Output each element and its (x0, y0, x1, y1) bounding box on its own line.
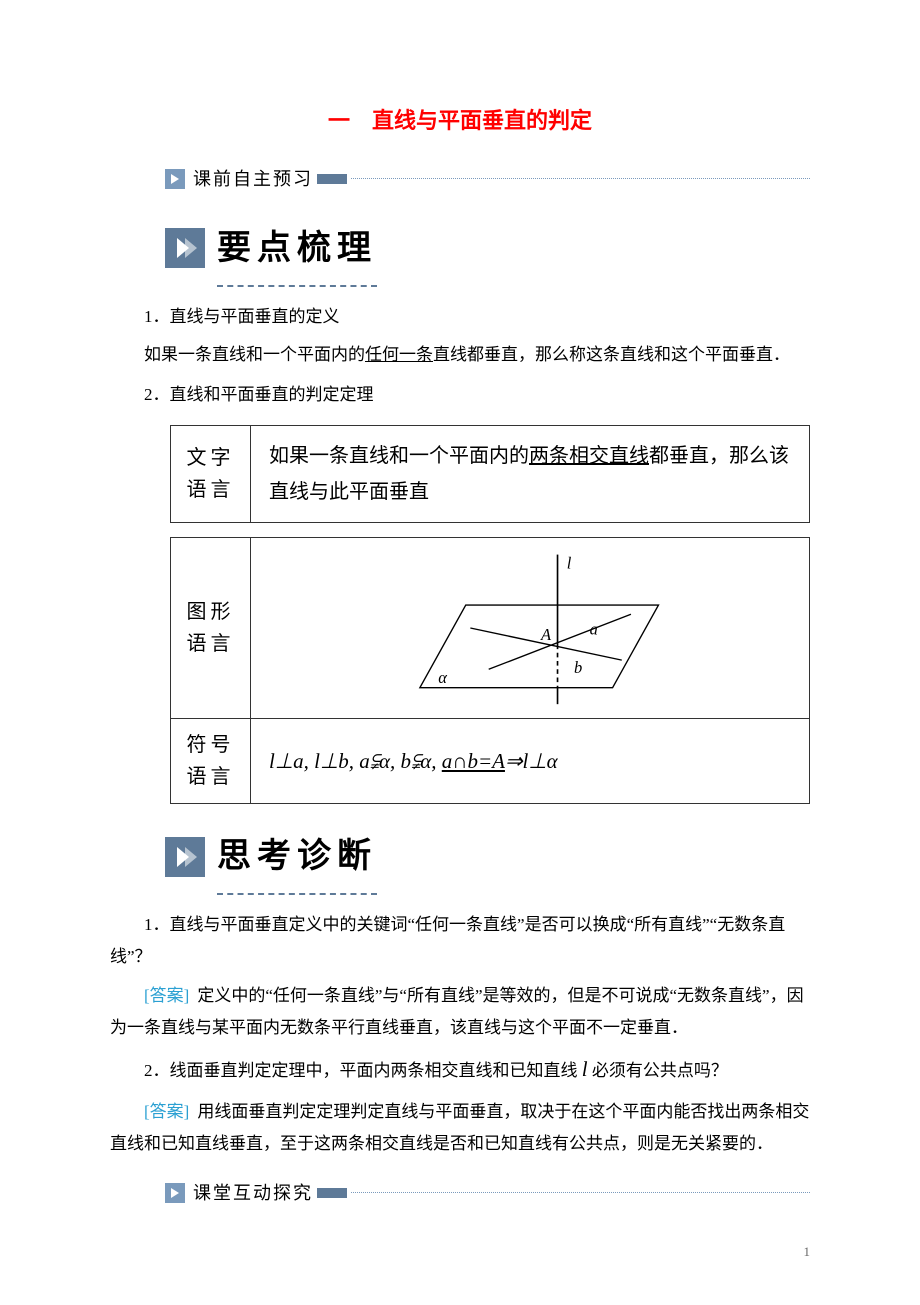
svg-text:α: α (438, 669, 447, 688)
answer-label: [答案] (144, 1102, 189, 1121)
page-title: 一 直线与平面垂直的判定 (110, 100, 810, 142)
arrow-icon (165, 169, 185, 189)
table-row: 符号 语言 l⊥a, l⊥b, a⫋α, b⫋α, a∩b=A⇒l⊥α (171, 718, 809, 803)
section-preclass-label: 课前自主预习 (189, 162, 317, 196)
row-label-figure: 图形 语言 (171, 538, 251, 718)
theorem-line: 如果一条直线和一个平面内的两条相交直线都垂直，那么该直线与此平面垂直 (269, 438, 791, 510)
row-label-symbol: 符号 语言 (171, 719, 251, 803)
heading-sikao: 思考诊断 (165, 824, 810, 889)
label-line: 文字 (187, 442, 235, 474)
chevron-icon (165, 837, 205, 877)
bar-decor (317, 174, 347, 184)
m-b: ⇒l⊥α (505, 749, 558, 773)
t-u: 两条相交直线 (529, 445, 649, 467)
theorem-heading: 2．直线和平面垂直的判定定理 (110, 379, 810, 411)
answer-2: [答案]用线面垂直判定定理判定直线与平面垂直，取决于在这个平面内能否找出两条相交… (110, 1096, 810, 1161)
dotted-line (351, 178, 810, 179)
t-a: 如果一条直线和一个平面内的 (269, 445, 529, 467)
section-bar-inclass: 课堂互动探究 (165, 1176, 810, 1210)
heading-yaodian: 要点梳理 (165, 216, 810, 281)
row-label-text-lang: 文字 语言 (171, 426, 251, 522)
symbol-expr: l⊥a, l⊥b, a⫋α, b⫋α, a∩b=A⇒l⊥α (269, 743, 791, 781)
bar-decor (317, 1188, 347, 1198)
answer-2-text: 用线面垂直判定定理判定直线与平面垂直，取决于在这个平面内能否找出两条相交直线和已… (110, 1102, 809, 1153)
chevron-icon (165, 228, 205, 268)
label-line: 语言 (187, 761, 235, 793)
dotted-line (351, 1192, 810, 1193)
def-a: 如果一条直线和一个平面内的 (144, 345, 365, 364)
def-b: 直线都垂直，那么称这条直线和这个平面垂直． (433, 345, 790, 364)
heading-yaodian-text: 要点梳理 (217, 216, 377, 281)
theorem-table-1: 文字 语言 如果一条直线和一个平面内的两条相交直线都垂直，那么该直线与此平面垂直 (170, 425, 810, 523)
answer-label: [答案] (144, 986, 189, 1005)
def-heading: 1．直线与平面垂直的定义 (110, 301, 810, 333)
table-row: 图形 语言 α l a b A (171, 538, 809, 718)
label-line: 语言 (187, 474, 235, 506)
row-content-symbol: l⊥a, l⊥b, a⫋α, b⫋α, a∩b=A⇒l⊥α (251, 719, 809, 803)
section-bar-preclass: 课前自主预习 (165, 162, 810, 196)
q2-a: 2．线面垂直判定定理中，平面内两条相交直线和已知直线 (144, 1061, 582, 1080)
def-u: 任何一条 (365, 345, 433, 364)
svg-text:b: b (574, 658, 582, 677)
q2-b: 必须有公共点吗？ (588, 1061, 728, 1080)
plane-diagram: α l a b A (370, 550, 690, 706)
answer-1: [答案]定义中的“任何一条直线”与“所有直线”是等效的，但是不可说成“无数条直线… (110, 980, 810, 1045)
def-text: 如果一条直线和一个平面内的任何一条直线都垂直，那么称这条直线和这个平面垂直． (110, 339, 810, 371)
question-2: 2．线面垂直判定定理中，平面内两条相交直线和已知直线 l 必须有公共点吗？ (110, 1050, 810, 1090)
question-1: 1．直线与平面垂直定义中的关键词“任何一条直线”是否可以换成“所有直线”“无数条… (110, 909, 810, 974)
page-number: 1 (110, 1240, 810, 1265)
m-u: a∩b=A (442, 749, 505, 773)
label-line: 语言 (187, 628, 235, 660)
row-content-text: 如果一条直线和一个平面内的两条相交直线都垂直，那么该直线与此平面垂直 (251, 426, 809, 522)
label-line: 符号 (187, 729, 235, 761)
arrow-icon (165, 1183, 185, 1203)
svg-text:a: a (590, 620, 598, 639)
section-inclass-label: 课堂互动探究 (189, 1176, 317, 1210)
heading-sikao-text: 思考诊断 (217, 824, 377, 889)
answer-1-text: 定义中的“任何一条直线”与“所有直线”是等效的，但是不可说成“无数条直线”，因为… (110, 986, 804, 1037)
svg-text:l: l (567, 554, 572, 573)
m-a: l⊥a, l⊥b, a⫋α, b⫋α, (269, 749, 442, 773)
svg-text:A: A (540, 625, 552, 644)
theorem-table-2: 图形 语言 α l a b A 符号 语言 l (170, 537, 810, 804)
row-content-figure: α l a b A (251, 538, 809, 718)
table-row: 文字 语言 如果一条直线和一个平面内的两条相交直线都垂直，那么该直线与此平面垂直 (171, 426, 809, 522)
label-line: 图形 (187, 596, 235, 628)
